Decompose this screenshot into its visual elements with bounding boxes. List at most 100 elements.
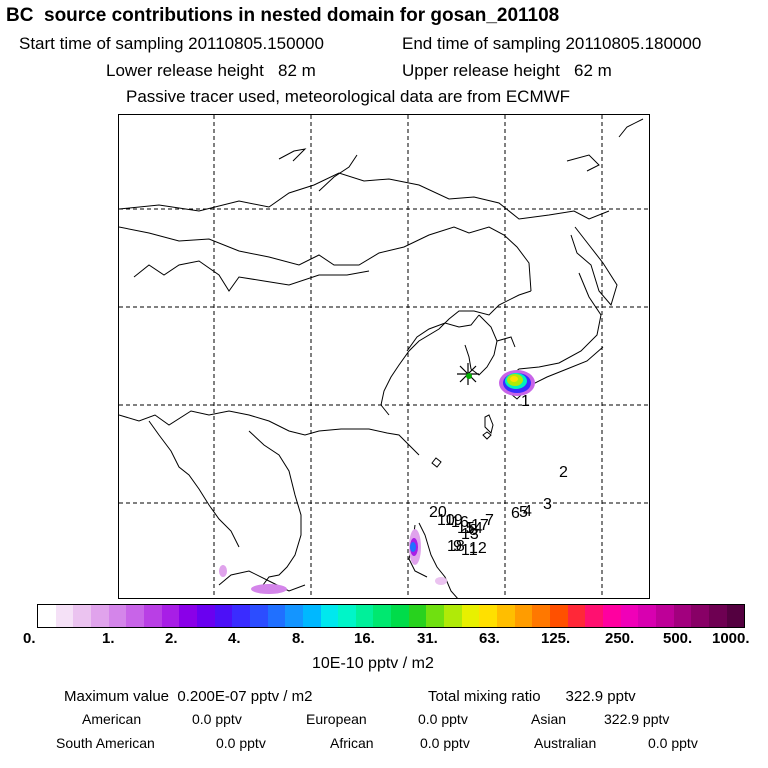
colorbar-segment: [726, 605, 745, 627]
trajectory-label: 16: [451, 514, 469, 531]
trajectory-label: 5: [519, 504, 528, 521]
trajectory-label: 9: [453, 538, 462, 555]
colorbar-tick: 500.: [663, 630, 693, 647]
trajectory-label: 1: [521, 393, 530, 410]
total-mixing-label: Total mixing ratio 322.9 pptv: [428, 688, 636, 705]
colorbar-segment: [302, 605, 321, 627]
colorbar-tick: 4.: [228, 630, 241, 647]
colorbar-segment: [426, 605, 445, 627]
region-name: Australian: [534, 735, 597, 751]
region-name: American: [82, 711, 142, 727]
colorbar-segment: [603, 605, 621, 627]
region-value: 322.9 pptv: [604, 711, 670, 727]
contribution-field: [219, 370, 535, 594]
region-value: 0.0 pptv: [418, 711, 468, 727]
colorbar-segment: [161, 605, 180, 627]
colorbar-tick: 63.: [479, 630, 500, 647]
colorbar-segment: [550, 605, 568, 627]
colorbar-segment: [497, 605, 515, 627]
trajectory-label: 17: [471, 517, 489, 534]
region-value: 0.0 pptv: [216, 735, 266, 751]
colorbar-tick: 8.: [292, 630, 305, 647]
trajectory-label: 19: [445, 512, 463, 529]
lower-release-label: Lower release height 82 m: [106, 61, 316, 80]
trajectory-label: 8: [469, 522, 478, 539]
colorbar-segment: [355, 605, 374, 627]
start-time-label: Start time of sampling 20110805.150000: [19, 34, 324, 53]
colorbar-segment: [673, 605, 692, 627]
region-name: Asian: [531, 711, 567, 727]
trajectory-label: 15: [457, 520, 475, 537]
colorbar-units: 10E-10 pptv / m2: [312, 655, 434, 672]
trajectory-label: 7: [485, 512, 494, 529]
colorbar-tick: 31.: [417, 630, 438, 647]
plot-title: BC source contributions in nested domain…: [6, 5, 560, 26]
colorbar-segment: [585, 605, 603, 627]
colorbar-segment: [38, 605, 56, 627]
trajectory-label: 10: [437, 512, 455, 529]
colorbar-segment: [461, 605, 480, 627]
colorbar-segment: [391, 605, 409, 627]
lat-lon-grid: [119, 115, 649, 598]
end-time-label: End time of sampling 20110805.180000: [402, 34, 702, 53]
trajectory-label: 2: [559, 464, 568, 481]
colorbar-segment: [267, 605, 286, 627]
colorbar-segment: [408, 605, 427, 627]
region-value: 0.0 pptv: [648, 735, 698, 751]
trajectory-label: 12: [469, 540, 487, 557]
colorbar-segment: [479, 605, 498, 627]
coastlines: [119, 118, 644, 598]
colorbar-tick: 1000.: [712, 630, 750, 647]
colorbar-tick: 1.: [102, 630, 115, 647]
colorbar-segment: [126, 605, 144, 627]
trajectory-label: 3: [543, 496, 552, 513]
colorbar-segment: [655, 605, 674, 627]
colorbar-tick: 0.: [23, 630, 36, 647]
receptor-dot: [466, 373, 472, 379]
colorbar-segment: [620, 605, 639, 627]
colorbar-segment: [249, 605, 268, 627]
tracer-note: Passive tracer used, meteorological data…: [126, 87, 571, 106]
colorbar-segment: [373, 605, 392, 627]
map-svg: 1 2 3 4 5 6 7 8 9 10 11 12 13 14 15 16 1…: [119, 115, 649, 598]
trajectory-label: 11: [461, 542, 478, 559]
colorbar-segment: [338, 605, 356, 627]
colorbar-segment: [108, 605, 127, 627]
colorbar-segment: [143, 605, 162, 627]
colorbar-segment: [514, 605, 533, 627]
colorbar-segment: [320, 605, 339, 627]
trajectory-label: 13: [461, 526, 479, 543]
map-panel: 1 2 3 4 5 6 7 8 9 10 11 12 13 14 15 16 1…: [118, 114, 650, 599]
colorbar-tick: 16.: [354, 630, 375, 647]
colorbar-segment: [708, 605, 727, 627]
colorbar-segment: [691, 605, 709, 627]
region-name: South American: [56, 735, 155, 751]
trajectory-labels: 1 2 3 4 5 6 7 8 9 10 11 12 13 14 15 16 1…: [429, 393, 568, 559]
colorbar-segment: [90, 605, 109, 627]
region-value: 0.0 pptv: [192, 711, 242, 727]
trajectory-label: 4: [523, 503, 532, 520]
colorbar-segment: [532, 605, 551, 627]
colorbar: [37, 604, 745, 628]
colorbar-tick: 250.: [605, 630, 635, 647]
upper-release-label: Upper release height 62 m: [402, 61, 612, 80]
region-value: 0.0 pptv: [420, 735, 470, 751]
region-name: European: [306, 711, 367, 727]
colorbar-segment: [179, 605, 197, 627]
trajectory-label: 14: [465, 520, 483, 537]
colorbar-segment: [285, 605, 303, 627]
colorbar-tick: 2.: [165, 630, 178, 647]
trajectory-label: 20: [429, 504, 447, 521]
region-name: African: [330, 735, 374, 751]
colorbar-tick: 125.: [541, 630, 571, 647]
colorbar-segment: [55, 605, 74, 627]
colorbar-segment: [232, 605, 250, 627]
trajectory-label: 18: [447, 538, 465, 555]
colorbar-segment: [196, 605, 215, 627]
colorbar-segment: [638, 605, 656, 627]
colorbar-segment: [214, 605, 233, 627]
colorbar-segment: [73, 605, 91, 627]
trajectory-label: 6: [511, 505, 520, 522]
max-value-label: Maximum value 0.200E-07 pptv / m2: [64, 688, 313, 705]
colorbar-segment: [567, 605, 586, 627]
